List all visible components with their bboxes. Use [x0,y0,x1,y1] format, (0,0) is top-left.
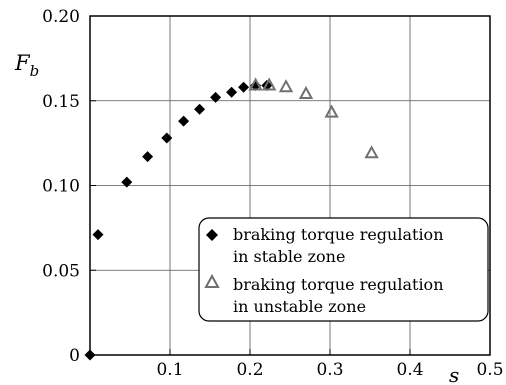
data-point-stable [194,103,206,115]
y-tick-label: 0.10 [42,177,80,197]
data-point-unstable [262,77,277,91]
legend-label-unstable-line2: in unstable zone [233,297,366,316]
legend-label-stable-line2: in stable zone [233,247,345,266]
data-point-stable [161,132,173,144]
data-point-stable [142,151,154,163]
y-tick-label: 0 [69,346,80,366]
data-point-unstable [278,79,294,93]
legend-label-unstable-line1: braking torque regulation [233,275,444,294]
legend: braking torque regulation in stable zone… [198,217,489,322]
y-tick-label: 0.05 [42,261,80,281]
data-point-stable [238,81,250,93]
legend-label-stable-line1: braking torque regulation [233,225,444,244]
y-axis-label-main: F [14,51,31,75]
data-point-stable [121,176,133,188]
legend-entry-unstable: braking torque regulation in unstable zo… [204,273,444,316]
data-point-stable [226,86,238,98]
x-tick-label: 0.1 [156,360,183,380]
tick-labels: 0.1 0.2 0.3 0.4 0.5 0 0.05 0.10 0.15 0.20 [42,7,503,380]
legend-marker-triangle [204,273,220,288]
y-axis-label-subscript: b [30,62,40,80]
data-point-unstable [248,77,263,91]
y-axis-label: Fb [14,51,39,80]
data-points [84,77,379,361]
x-tick-label: 0.3 [316,360,343,380]
data-point-unstable [364,145,379,159]
data-point-stable [92,229,104,241]
legend-marker-diamond [206,229,218,241]
x-tick-label: 0.4 [396,360,423,380]
data-point-stable [84,349,96,361]
y-tick-label: 0.20 [42,7,80,27]
x-tick-label: 0.2 [236,360,263,380]
legend-entry-stable: braking torque regulation in stable zone [206,225,444,266]
x-axis-label: s [449,363,459,385]
data-point-stable [210,91,222,103]
data-point-unstable [324,104,339,118]
legend-box [198,217,489,322]
x-tick-label: 0.5 [476,360,503,380]
data-point-stable [178,115,190,127]
data-point-unstable [298,85,314,99]
y-tick-label: 0.15 [42,92,80,112]
